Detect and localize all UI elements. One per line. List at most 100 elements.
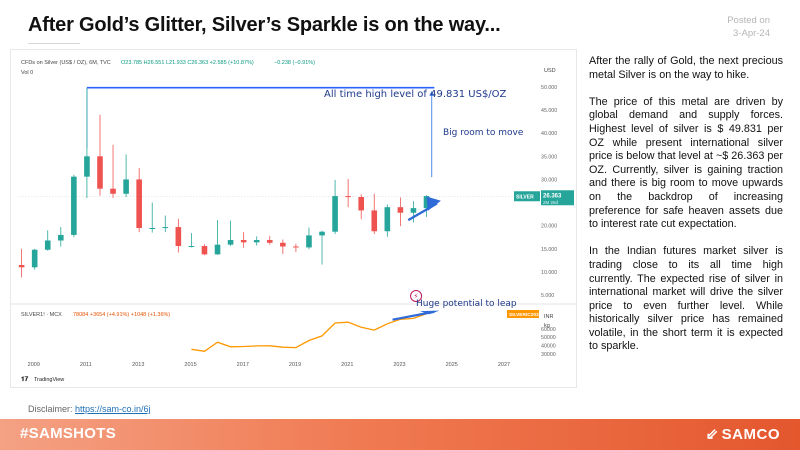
candle-body bbox=[397, 207, 404, 213]
posted-date-block: Posted on 3-Apr-24 bbox=[727, 14, 770, 40]
tradingview-logo-icon: 𝟏𝟕 bbox=[21, 376, 29, 383]
mcx-currency: INR bbox=[544, 314, 554, 320]
marker-bolt-icon: ⚡ bbox=[414, 293, 419, 301]
change-values: −0.238 (−0.91%) bbox=[274, 60, 315, 66]
candle-body bbox=[188, 246, 195, 248]
mcx-tag-label: SILVERIC2024 bbox=[509, 312, 542, 318]
price-tag-value-bg bbox=[541, 190, 574, 206]
volume-label: Vol 0 bbox=[21, 70, 33, 76]
footer-bar: #SAMSHOTS ⇙ SAMCO bbox=[0, 419, 800, 450]
mcx-values: 78084 +3654 (+4.91%) +1048 (+1.36%) bbox=[73, 312, 170, 318]
title-divider bbox=[28, 43, 80, 44]
mcx-unit: kg bbox=[544, 323, 550, 329]
tradingview-chart: CFDs on Silver (US$ / OZ), 6M, TVC O23.78… bbox=[11, 60, 576, 383]
y-tick-label: 5.000 bbox=[541, 293, 554, 299]
candle-body bbox=[18, 265, 25, 268]
tradingview-brand: TradingView bbox=[34, 377, 64, 383]
candle-body bbox=[149, 228, 156, 229]
price-tag-label-bg bbox=[514, 191, 540, 202]
y-tick-label: 20.000 bbox=[541, 224, 557, 230]
candle-body bbox=[345, 196, 351, 198]
mcx-y-tick: 60000 bbox=[541, 327, 556, 333]
candle-body bbox=[332, 196, 338, 232]
candle-body bbox=[214, 244, 221, 255]
y-tick-label: 45.000 bbox=[541, 108, 557, 114]
y-tick-label: 30.000 bbox=[541, 177, 557, 183]
mcx-y-tick: 30000 bbox=[541, 352, 556, 358]
candle-body bbox=[97, 156, 103, 189]
candle-body bbox=[31, 249, 38, 268]
x-tick-label: 2019 bbox=[289, 362, 301, 368]
mcx-tag-bg bbox=[507, 310, 539, 318]
y-tick-label: 35.000 bbox=[541, 154, 557, 160]
x-tick-label: 2011 bbox=[80, 362, 92, 368]
posted-date: 3-Apr-24 bbox=[733, 28, 770, 39]
article-text: After the rally of Gold, the next precio… bbox=[589, 55, 783, 368]
chart-header: CFDs on Silver (US$ / OZ), 6M, TVC bbox=[21, 60, 111, 66]
room-annotation: Big room to move bbox=[443, 128, 524, 138]
disclaimer-link[interactable]: https://sam-co.in/6j bbox=[75, 404, 151, 414]
x-tick-label: 2009 bbox=[28, 362, 40, 368]
mcx-series-line bbox=[191, 313, 427, 352]
candle-body bbox=[293, 246, 299, 248]
candle-body bbox=[280, 242, 286, 247]
ohlc-values: O23.785 H26.551 L21.933 C26.363 +2.585 (… bbox=[121, 60, 254, 66]
candle-body bbox=[227, 240, 234, 245]
lower-trend-arrowhead bbox=[419, 310, 440, 315]
x-tick-label: 2021 bbox=[341, 362, 353, 368]
y-tick-label: 50.000 bbox=[541, 85, 557, 91]
disclaimer: Disclaimer: https://sam-co.in/6j bbox=[28, 404, 151, 414]
upper-trend-arrowhead bbox=[426, 196, 441, 211]
candle-body bbox=[410, 208, 417, 213]
brand-logo: ⇙ SAMCO bbox=[706, 425, 780, 443]
x-tick-label: 2013 bbox=[132, 362, 144, 368]
page-title: After Gold’s Glitter, Silver’s Sparkle i… bbox=[28, 14, 501, 36]
chart-panel: CFDs on Silver (US$ / OZ), 6M, TVC O23.78… bbox=[10, 49, 577, 388]
posted-label: Posted on bbox=[727, 15, 770, 26]
candle-body bbox=[175, 227, 182, 247]
candle-body bbox=[319, 231, 325, 236]
x-tick-label: 2017 bbox=[237, 362, 249, 368]
x-tick-label: 2015 bbox=[184, 362, 196, 368]
brand-name: SAMCO bbox=[721, 426, 780, 443]
candle-body bbox=[240, 240, 247, 243]
candle-body bbox=[266, 240, 273, 243]
price-tag-label: SILVER bbox=[516, 194, 534, 200]
candle-body bbox=[384, 207, 391, 232]
disclaimer-label: Disclaimer: bbox=[28, 404, 73, 414]
paragraph-1: After the rally of Gold, the next precio… bbox=[589, 55, 783, 81]
samco-arrow-icon: ⇙ bbox=[705, 426, 719, 443]
paragraph-3: In the Indian futures market silver is t… bbox=[589, 245, 783, 353]
candle-body bbox=[201, 246, 208, 255]
ath-annotation: All time high level of 49.831 US$/OZ bbox=[324, 89, 507, 100]
candle-body bbox=[84, 156, 90, 177]
y-tick-label: 10.000 bbox=[541, 270, 557, 276]
candle-body bbox=[123, 179, 129, 194]
currency-label: USD bbox=[544, 68, 556, 74]
y-tick-label: 40.000 bbox=[541, 131, 557, 137]
candle-body bbox=[136, 179, 142, 228]
marker-circle-icon bbox=[410, 290, 423, 302]
footer-hashtag: #SAMSHOTS bbox=[20, 425, 117, 442]
leap-annotation: Huge potential to leap bbox=[416, 299, 517, 309]
mcx-header: SILVER1! · MCX bbox=[21, 312, 62, 318]
mcx-y-tick: 50000 bbox=[541, 335, 556, 341]
mcx-y-tick: 40000 bbox=[541, 344, 556, 350]
candle-body bbox=[57, 234, 64, 241]
x-tick-label: 2027 bbox=[498, 362, 510, 368]
x-tick-label: 2023 bbox=[393, 362, 405, 368]
price-tag-value: 26.363 bbox=[543, 193, 562, 199]
room-arrow-head bbox=[429, 90, 435, 96]
price-tag-sub: 2M 26d bbox=[543, 200, 559, 205]
candle-body bbox=[371, 210, 378, 232]
candle-body bbox=[162, 227, 169, 229]
y-tick-label: 15.000 bbox=[541, 247, 557, 253]
candle-body bbox=[44, 240, 51, 250]
candle-body bbox=[253, 240, 260, 243]
candle-body bbox=[358, 197, 365, 211]
candle-body bbox=[423, 196, 430, 209]
x-tick-label: 2025 bbox=[446, 362, 458, 368]
candle-body bbox=[71, 176, 77, 235]
candle-body bbox=[306, 235, 312, 248]
